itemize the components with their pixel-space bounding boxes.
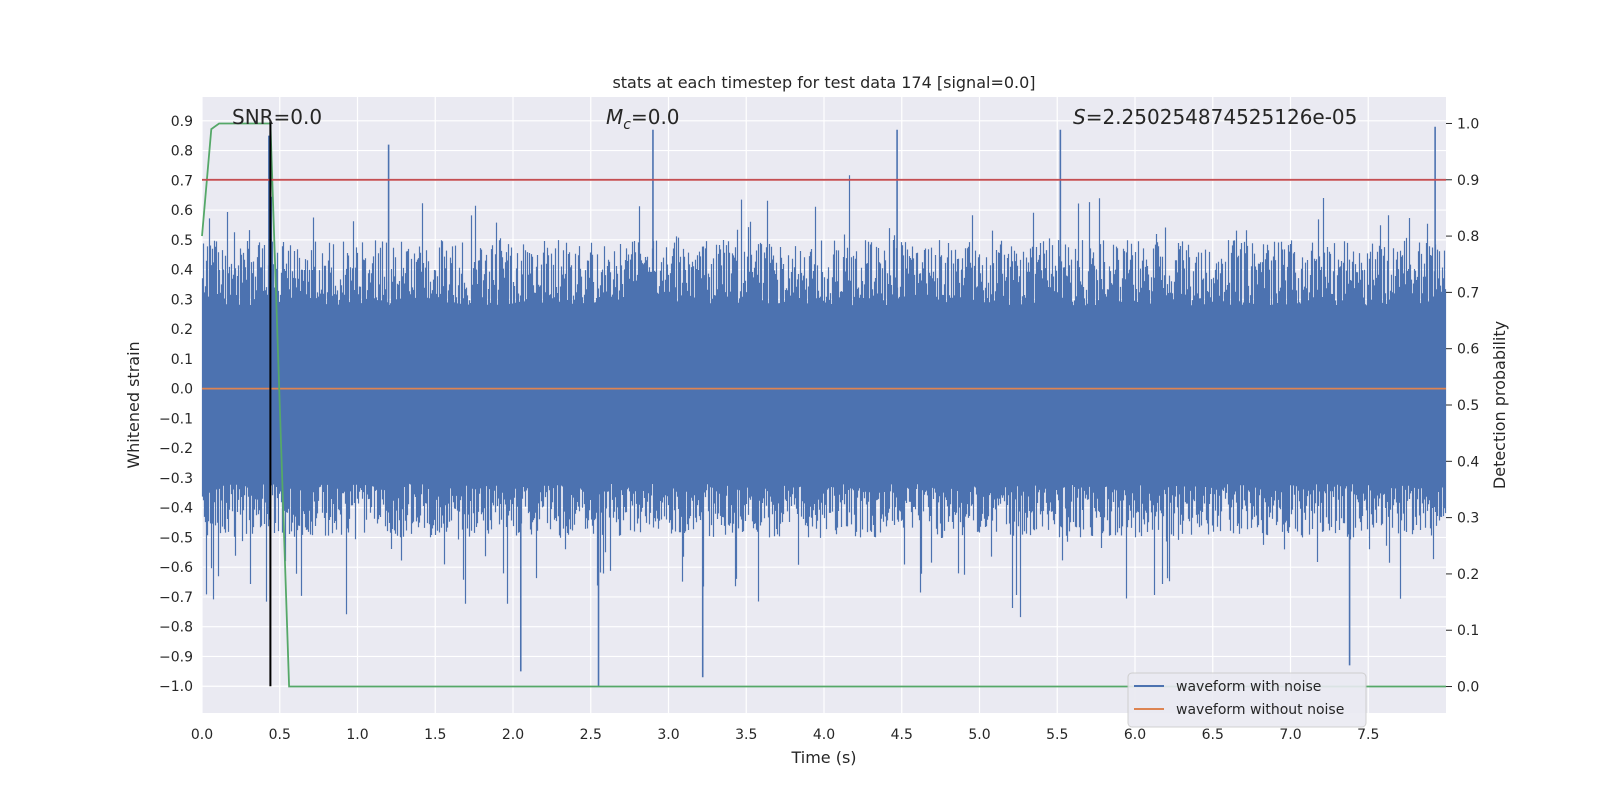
x-tick-label: 7.5 (1357, 727, 1379, 743)
x-axis-label: Time (s) (790, 748, 856, 767)
y2-tick-label: 0.2 (1457, 567, 1479, 583)
overlay-lines (201, 120, 1446, 688)
y2-tick-label: 0.7 (1457, 285, 1479, 301)
legend-label-clean: waveform without noise (1176, 702, 1344, 718)
y-tick-label: −0.6 (159, 560, 193, 576)
s-value: =2.250254874525126e-05 (1086, 105, 1358, 129)
y-tick-label: −0.1 (159, 411, 193, 427)
s-annotation: S=2.250254874525126e-05 (1073, 105, 1357, 129)
y-tick-label: −0.8 (159, 620, 193, 636)
y2-tick-label: 1.0 (1457, 116, 1479, 132)
y-tick-label: 0.0 (171, 382, 193, 398)
mc-value: =0.0 (631, 105, 680, 129)
y2-tick-label: 0.3 (1457, 511, 1479, 527)
x-tick-label: 3.5 (735, 727, 757, 743)
y-tick-label: −0.3 (159, 471, 193, 487)
y-tick-label: −0.4 (159, 501, 193, 517)
snr-annotation: SNR=0.0 (232, 105, 322, 129)
y2-tick-label: 0.9 (1457, 173, 1479, 189)
y-tick-label: −0.7 (159, 590, 193, 606)
y2-tick-label: 0.1 (1457, 623, 1479, 639)
detection-probability-line (201, 122, 1446, 688)
x-tick-label: 1.0 (346, 727, 368, 743)
y-tick-label: 0.8 (171, 144, 193, 160)
x-tick-label: 6.0 (1124, 727, 1146, 743)
mc-symbol: M (606, 105, 623, 129)
mc-annotation: Mc=0.0 (606, 105, 680, 133)
x-tick-label: 4.0 (813, 727, 835, 743)
y-tick-labels: 0.9 0.8 0.7 0.6 0.5 0.4 0.3 0.2 0.1 0.0 −0.1 −0.2 −0… (159, 114, 193, 695)
y-tick-label: 0.4 (171, 263, 193, 279)
legend-label-noise: waveform with noise (1176, 679, 1321, 695)
x-tick-label: 2.0 (502, 727, 524, 743)
x-tick-label: 1.5 (424, 727, 446, 743)
chart-title: stats at each timestep for test data 174… (612, 73, 1035, 92)
legend: waveform with noise waveform without noi… (1127, 672, 1367, 728)
y-tick-label: 0.1 (171, 352, 193, 368)
x-tick-label: 4.5 (891, 727, 913, 743)
y2-tick-labels: 1.0 0.9 0.8 0.7 0.6 0.5 0.4 0.3 0.2 0.1 0.0 (1446, 116, 1479, 696)
x-tick-label: 5.0 (968, 727, 990, 743)
y-tick-label: 0.9 (171, 114, 193, 130)
x-tick-labels: 0.0 0.5 1.0 1.5 2.0 2.5 3.0 3.5 4.0 4.5 5.0 5.5 6.0 6… (191, 727, 1380, 743)
y2-axis-label: Detection probability (1490, 321, 1509, 489)
x-tick-label: 0.5 (269, 727, 291, 743)
s-symbol: S (1073, 105, 1086, 129)
x-tick-label: 2.5 (580, 727, 602, 743)
y-tick-label: −0.5 (159, 530, 193, 546)
y2-tick-label: 0.4 (1457, 454, 1479, 470)
y-tick-label: −1.0 (159, 679, 193, 695)
y2-tick-label: 0.5 (1457, 398, 1479, 414)
y-axis-label: Whitened strain (124, 341, 143, 468)
x-tick-label: 6.5 (1202, 727, 1224, 743)
y-tick-label: 0.5 (171, 233, 193, 249)
y-tick-label: −0.2 (159, 441, 193, 457)
x-tick-label: 5.5 (1046, 727, 1068, 743)
noise-band (201, 175, 1447, 618)
y2-tick-label: 0.0 (1457, 680, 1479, 696)
x-tick-label: 0.0 (191, 727, 213, 743)
legend-box (1127, 672, 1367, 728)
y-tick-label: −0.9 (159, 649, 193, 665)
y2-tick-label: 0.6 (1457, 342, 1479, 358)
y-tick-label: 0.2 (171, 322, 193, 338)
mc-subscript: c (623, 117, 631, 133)
y-tick-label: 0.7 (171, 173, 193, 189)
y-tick-label: 0.6 (171, 203, 193, 219)
y-tick-label: 0.3 (171, 292, 193, 308)
x-tick-label: 7.0 (1279, 727, 1301, 743)
waveform-with-noise-series (201, 126, 1447, 687)
y2-tick-label: 0.8 (1457, 229, 1479, 245)
x-tick-label: 3.0 (657, 727, 679, 743)
